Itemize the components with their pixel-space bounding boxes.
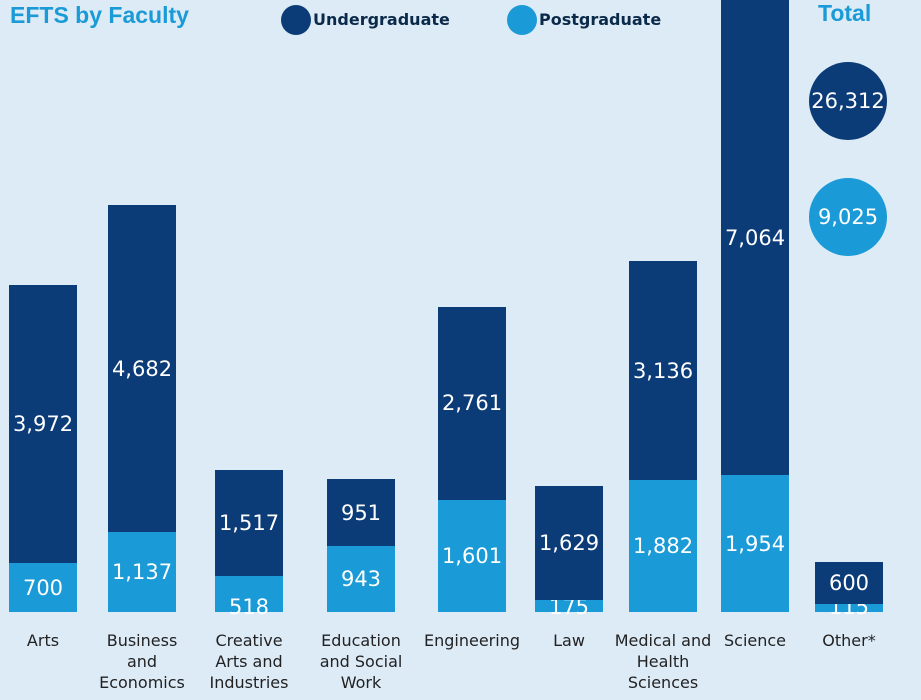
- bar-segment: [815, 561, 883, 604]
- x-tick-label: Law: [553, 631, 585, 650]
- value-label: 3,972: [12, 411, 74, 436]
- total-label: 9,025: [817, 205, 879, 229]
- bar-segment: [629, 260, 697, 481]
- bar-segment: [721, 0, 789, 476]
- legend-label: Postgraduate: [539, 10, 662, 29]
- bar-segment: [438, 306, 506, 500]
- bar-segment: [215, 575, 283, 612]
- x-tick-label: Science: [723, 631, 787, 650]
- total-circle: 26,312: [809, 62, 887, 140]
- value-label: 518: [228, 595, 270, 619]
- legend-marker: [281, 5, 311, 35]
- bar-segment: [815, 603, 883, 612]
- bar-segment: [721, 475, 789, 612]
- value-label: 600: [828, 570, 870, 595]
- value-label: 4,682: [111, 356, 173, 381]
- bar-segment: [108, 204, 176, 533]
- bar-segment: [629, 480, 697, 612]
- value-label: 1,954: [724, 531, 786, 556]
- x-tick-label: Medical and Health Sciences: [614, 631, 712, 692]
- bar-segment: [9, 284, 77, 563]
- bar-segment: [327, 545, 395, 612]
- value-label: 1,517: [218, 510, 280, 535]
- x-tick-label: Arts: [26, 631, 60, 650]
- x-tick-label: Other*: [822, 631, 876, 650]
- bar-segment: [215, 469, 283, 576]
- value-label: 2,761: [441, 391, 503, 416]
- total-label: 26,312: [811, 89, 885, 113]
- bar-segment: [535, 599, 603, 612]
- value-label: 3,136: [632, 358, 694, 383]
- x-tick-label: Creative Arts and Industries: [209, 631, 289, 692]
- total-circle: 9,025: [809, 178, 887, 256]
- total-heading: Total: [818, 0, 872, 26]
- chart-title: EFTS by Faculty: [10, 2, 189, 28]
- value-label: 951: [340, 500, 382, 525]
- x-tick-label: Education and Social Work: [319, 631, 403, 692]
- value-label: 943: [340, 566, 382, 591]
- value-label: 700: [22, 575, 64, 600]
- x-tick-label: Business and Economics: [99, 631, 185, 692]
- value-label: 7,064: [724, 225, 786, 250]
- bar-segment: [535, 485, 603, 600]
- legend-label: Undergraduate: [313, 10, 450, 29]
- legend-marker: [507, 5, 537, 35]
- bar-segment: [108, 532, 176, 612]
- value-label: 1,882: [632, 534, 694, 559]
- bar-segment: [327, 479, 395, 546]
- bar-segment: [438, 499, 506, 612]
- bar-segment: [9, 563, 77, 612]
- value-label: 1,629: [538, 530, 600, 555]
- value-label: 1,601: [441, 543, 503, 568]
- x-tick-label: Engineering: [424, 631, 520, 650]
- value-label: 1,137: [111, 560, 173, 585]
